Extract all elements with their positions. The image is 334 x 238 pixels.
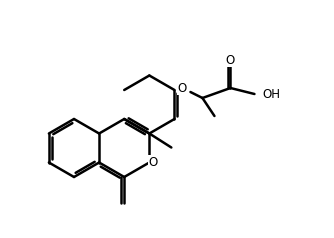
Text: O: O: [178, 81, 187, 94]
Text: O: O: [226, 54, 235, 66]
Text: OH: OH: [263, 88, 281, 100]
Text: O: O: [149, 156, 158, 169]
